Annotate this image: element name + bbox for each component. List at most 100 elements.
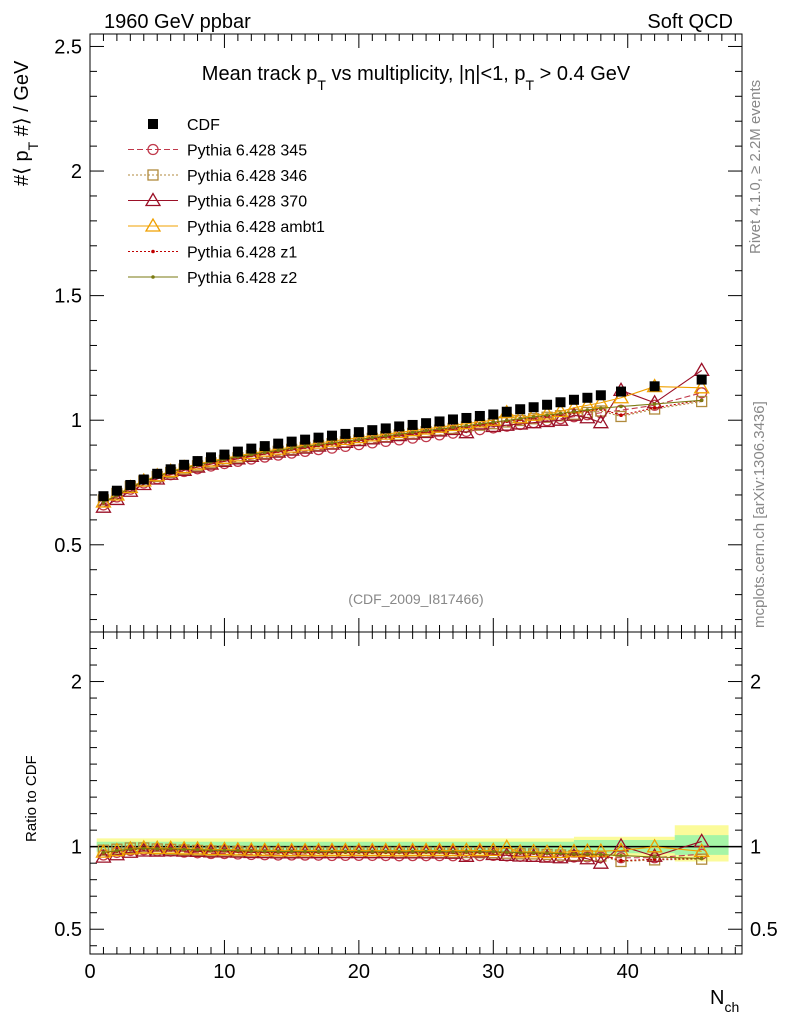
point-cdf — [179, 459, 190, 470]
legend-marker-z1 — [151, 249, 155, 254]
ratio-point-z2 — [222, 848, 227, 853]
y-axis-label: #⟨ pT #⟩ / GeV — [11, 60, 41, 186]
point-cdf — [353, 427, 364, 438]
ratio-y-tick-label: 2 — [71, 672, 82, 694]
point-cdf — [696, 374, 707, 385]
point-p370 — [565, 406, 583, 421]
point-z2 — [303, 444, 307, 449]
point-z2 — [558, 411, 563, 416]
ratio-point-z2 — [397, 850, 401, 854]
point-cdf — [649, 381, 660, 392]
x-axis-label: Nch — [710, 987, 739, 1015]
ratio-point-ambt1 — [108, 842, 126, 857]
ratio-point-z2 — [619, 853, 623, 858]
x-tick-label: 40 — [617, 961, 639, 983]
legend: CDF Pythia 6.428 345 Pythia 6.428 346 Pythi… — [128, 117, 325, 287]
point-z2 — [424, 428, 428, 433]
ratio-y-tick-label: 1 — [71, 837, 82, 859]
ratio-point-p370 — [525, 848, 542, 863]
point-cdf — [380, 423, 391, 434]
point-p370 — [552, 411, 569, 426]
point-z2 — [531, 415, 536, 419]
ratio-point-ambt1 — [391, 842, 408, 857]
ratio-point-z2 — [383, 849, 388, 854]
ratio-point-ambt1 — [693, 843, 710, 858]
ratio-point-ambt1 — [404, 842, 421, 857]
ratio-point-z2 — [128, 847, 133, 851]
point-cdf — [259, 441, 270, 452]
series-line-p346 — [103, 400, 702, 501]
point-z1 — [652, 405, 657, 410]
ratio-point-p346 — [648, 854, 661, 866]
ratio-point-ambt1 — [202, 841, 220, 856]
point-cdf — [515, 404, 526, 415]
ratio-point-p370 — [512, 847, 529, 862]
point-cdf — [111, 485, 122, 496]
series-line-p370 — [103, 369, 702, 508]
ratio-point-ambt1 — [229, 841, 247, 856]
ratio-point-ambt1 — [471, 842, 488, 857]
ratio-point-z2 — [599, 852, 603, 857]
ratio-point-z2 — [276, 849, 281, 854]
ratio-point-z2 — [558, 851, 563, 856]
ratio-point-ambt1 — [350, 842, 367, 857]
point-p346 — [541, 411, 553, 423]
ratio-point-z2 — [236, 848, 240, 853]
series-line-z2 — [103, 399, 702, 503]
x-tick-label: 0 — [84, 961, 95, 983]
ratio-point-p370 — [149, 842, 166, 857]
point-cdf — [528, 402, 539, 413]
ratio-point-z2 — [699, 856, 704, 861]
y-tick-label: 1 — [71, 410, 82, 432]
ratio-point-z2 — [478, 850, 482, 854]
point-cdf — [125, 479, 136, 490]
ratio-point-ambt1 — [646, 838, 663, 853]
ratio-point-p370 — [612, 837, 630, 852]
point-z2 — [545, 413, 549, 418]
point-z2 — [572, 409, 576, 414]
point-cdf — [474, 410, 485, 421]
ratio-point-ambt1 — [189, 840, 206, 855]
ratio-point-z2 — [343, 849, 348, 854]
point-z2 — [276, 448, 281, 453]
point-p346 — [696, 395, 708, 408]
ratio-point-p370 — [693, 833, 710, 848]
point-z2 — [451, 425, 455, 430]
point-z2 — [699, 398, 704, 403]
point-cdf — [98, 491, 109, 502]
ratio-point-p370 — [579, 850, 596, 865]
point-cdf — [165, 464, 176, 475]
point-z2 — [464, 423, 469, 428]
ratio-point-ambt1 — [283, 842, 300, 857]
point-z2 — [585, 408, 590, 412]
ratio-point-z2 — [491, 849, 496, 854]
ratio-point-ambt1 — [135, 839, 152, 854]
ratio-point-p370 — [646, 847, 663, 862]
point-z2 — [249, 452, 254, 457]
point-ambt1 — [693, 379, 710, 394]
main-axis-ticks: 0.5 1 1.5 2 2.5 — [54, 34, 742, 632]
ratio-point-p370 — [498, 847, 515, 861]
point-cdf — [595, 390, 606, 401]
ratio-point-z2 — [303, 849, 307, 854]
point-cdf — [434, 416, 445, 427]
point-z2 — [619, 404, 623, 409]
point-cdf — [501, 406, 512, 417]
ratio-point-z2 — [652, 855, 657, 859]
y-tick-label: 0.5 — [54, 535, 82, 557]
ratio-point-z2 — [504, 850, 509, 855]
ratio-point-z2 — [249, 849, 254, 853]
ratio-point-z2 — [464, 849, 469, 854]
point-cdf — [192, 456, 203, 467]
point-z2 — [101, 500, 106, 505]
ratio-point-z1 — [619, 858, 623, 863]
ratio-point-ambt1 — [216, 841, 233, 856]
ratio-point-ambt1 — [552, 844, 569, 859]
ratio-point-ambt1 — [525, 843, 542, 858]
point-p370 — [538, 413, 556, 428]
point-cdf — [394, 421, 405, 432]
point-cdf — [367, 425, 378, 436]
point-cdf — [340, 428, 351, 439]
energy-label: 1960 GeV ppbar — [104, 11, 251, 33]
